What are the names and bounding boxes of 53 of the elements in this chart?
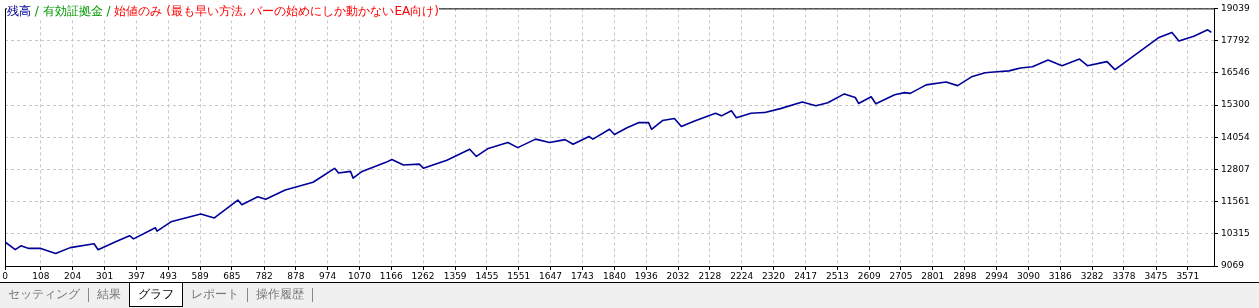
x-tick-label: 1647 xyxy=(539,270,562,281)
text: レポート xyxy=(190,286,240,303)
x-tick-label: 3378 xyxy=(1112,270,1136,281)
x-tick-label: 2898 xyxy=(953,270,977,281)
x-tick-label: 2128 xyxy=(698,270,722,281)
x-tick-label: 2513 xyxy=(825,270,849,281)
y-tick-label: 16546 xyxy=(1221,67,1250,78)
text: 結果 xyxy=(96,286,122,303)
x-tick-label: 2994 xyxy=(985,270,1009,281)
x-tick-label: 782 xyxy=(255,270,273,281)
text: セッティング xyxy=(7,286,81,303)
x-tick-label: 3282 xyxy=(1080,270,1104,281)
text: 残高 xyxy=(7,4,31,18)
y-tick-label: 14054 xyxy=(1221,131,1250,142)
text: 操作履歴 xyxy=(255,286,305,303)
y-tick-label: 15300 xyxy=(1221,99,1250,110)
x-tick-label: 108 xyxy=(32,270,50,281)
x-tick-label: 204 xyxy=(63,270,82,281)
x-tick-label: 878 xyxy=(287,270,305,281)
y-tick-label: 17792 xyxy=(1221,34,1250,45)
x-tick-label: 2417 xyxy=(794,270,818,281)
x-tick-label: 974 xyxy=(319,270,337,281)
x-tick-label: 1070 xyxy=(347,270,372,281)
x-tick-label: 1455 xyxy=(475,270,499,281)
x-tick-label: 1743 xyxy=(570,270,594,281)
x-tick-label: 1359 xyxy=(443,270,467,281)
x-tick-label: 3186 xyxy=(1048,270,1073,281)
x-tick-label: 1840 xyxy=(603,270,627,281)
x-tick-label: 397 xyxy=(127,270,146,281)
x-tick-label: 1936 xyxy=(634,270,658,281)
y-tick-label: 12807 xyxy=(1221,163,1250,174)
x-tick-label: 3475 xyxy=(1144,270,1168,281)
x-tick-label: 2320 xyxy=(762,270,786,281)
x-tick-label: 1262 xyxy=(411,270,435,281)
x-tick-label: 493 xyxy=(159,270,177,281)
x-tick-label: 2032 xyxy=(666,270,690,281)
x-tick-label: 589 xyxy=(191,270,209,281)
y-tick-label: 19039 xyxy=(1221,2,1250,13)
x-tick-label: 3090 xyxy=(1017,270,1041,281)
x-tick-label: 2224 xyxy=(730,270,754,281)
x-tick-label: 301 xyxy=(96,270,114,281)
x-tick-label: 685 xyxy=(223,270,241,281)
y-tick-label: 9069 xyxy=(1221,260,1245,271)
x-tick-label: 2705 xyxy=(889,270,913,281)
x-tick-label: 2609 xyxy=(857,270,881,281)
y-tick-label: 10315 xyxy=(1221,228,1250,239)
x-tick-label: 0 xyxy=(2,270,9,281)
x-tick-label: 3571 xyxy=(1176,270,1200,281)
x-tick-label: 1551 xyxy=(507,270,531,281)
x-tick-label: 1166 xyxy=(379,270,403,281)
y-tick-label: 11561 xyxy=(1221,195,1250,206)
x-tick-label: 2801 xyxy=(921,270,945,281)
chart-title: / 有効証拠金 / 始値のみ (最も早い方法, バーの始めにしか動かないEA向け) xyxy=(34,4,439,18)
